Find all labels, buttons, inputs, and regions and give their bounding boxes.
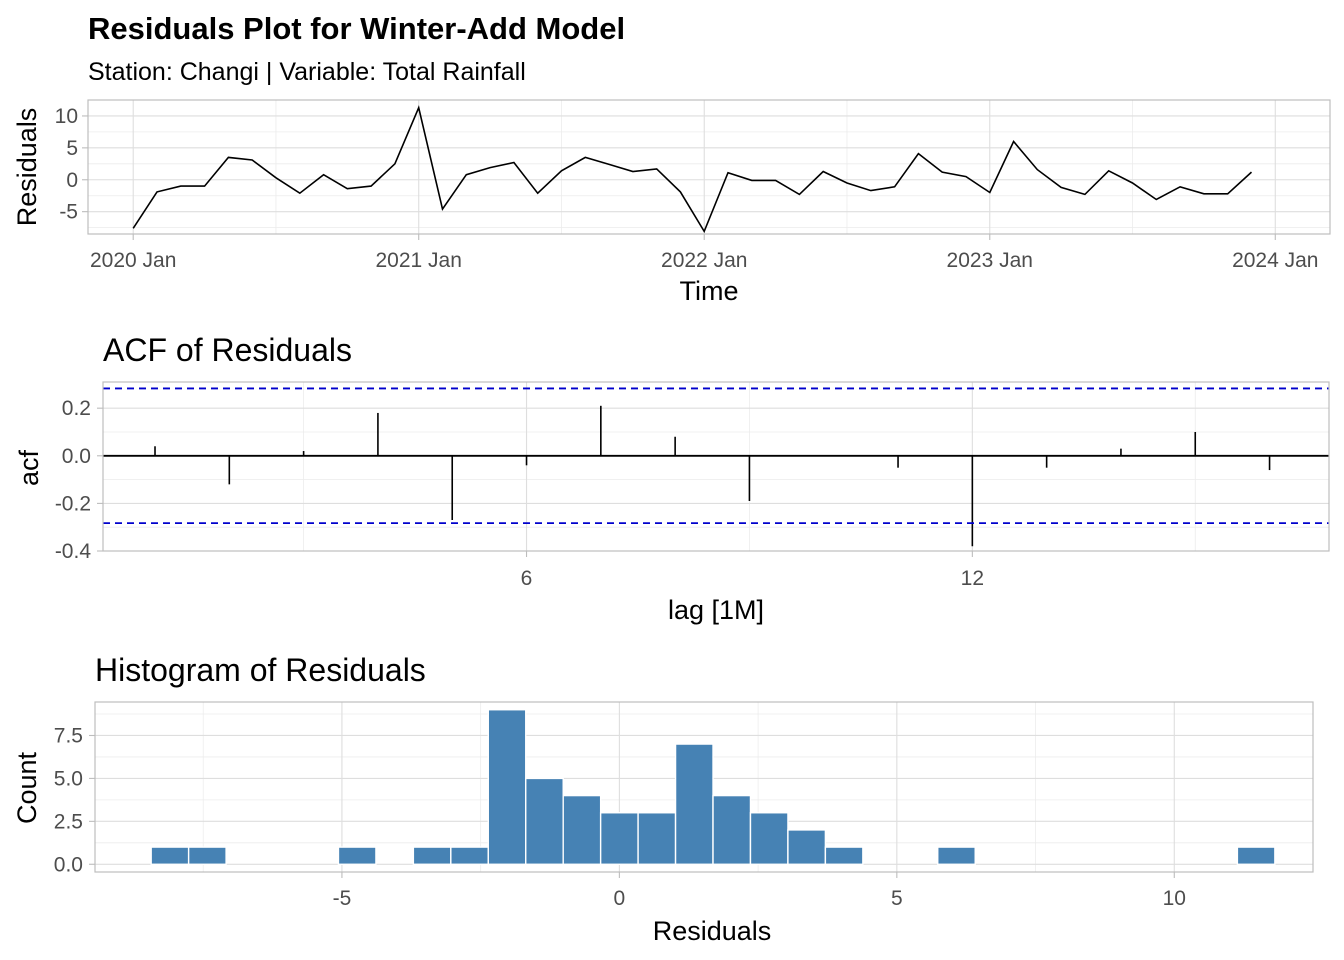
residuals-time-ticks: 10 5 0 -5 2020 Jan 2021 Jan 2022 Jan 2023 Jan 20… [55,105,1319,272]
histogram-xlabel: Residuals [653,916,772,946]
acf-spikes [103,387,1329,547]
x-tick-label: 2024 Jan [1232,249,1318,272]
figure-title: Residuals Plot for Winter-Add Model [88,11,625,46]
x-tick-label: -5 [333,887,352,910]
histogram-bar [787,829,827,865]
x-tick-label: 6 [521,567,533,590]
y-tick-label: 0 [66,169,78,192]
histogram-bar [562,794,602,865]
y-tick-label: -5 [59,201,78,224]
acf-xlabel: lag [1M] [668,595,764,625]
acf-ticks: 0.2 0.0 -0.2 -0.4 6 12 [55,397,984,590]
y-tick-label: -0.2 [55,492,91,515]
x-tick-label: 2023 Jan [947,249,1033,272]
residuals-time-plot: 10 5 0 -5 2020 Jan 2021 Jan 2022 Jan 2023 Jan 20… [12,99,1331,306]
y-tick-label: 0.0 [54,853,83,876]
histogram-bar [712,794,752,865]
figure-subtitle: Station: Changi | Variable: Total Rainfa… [88,58,526,86]
histogram-bars [150,709,1276,865]
x-tick-label: 2022 Jan [661,249,747,272]
histogram-bar [412,846,452,865]
histogram-ylabel: Count [12,751,42,824]
histogram-bar [337,846,377,865]
y-tick-label: 0.0 [62,445,91,468]
histogram-title: Histogram of Residuals [95,652,426,688]
x-tick-label: 0 [614,887,626,910]
y-tick-label: 5 [66,137,78,160]
residuals-time-panel-border [87,99,1331,235]
histogram-bar [187,846,227,865]
acf-panel-border [102,381,1330,552]
y-tick-label: 0.2 [62,397,91,420]
x-tick-label: 2020 Jan [90,249,176,272]
acf-title: ACF of Residuals [103,332,352,368]
histogram-bar [150,846,190,865]
histogram-bar [637,812,677,865]
residuals-time-xlabel: Time [680,276,739,306]
x-tick-label: 10 [1163,887,1186,910]
x-tick-label: 5 [891,887,903,910]
histogram-bar [599,812,639,865]
histogram-bar [487,709,527,865]
histogram-bar [824,846,864,865]
x-tick-label: 12 [961,567,984,590]
residuals-time-ylabel: Residuals [12,108,42,227]
histogram-panel-border [94,701,1314,873]
residuals-time-grid [88,100,1330,234]
acf-grid [103,382,1329,552]
acf-ylabel: acf [14,449,44,486]
residuals-series-line [132,105,1253,234]
y-tick-label: 10 [55,105,78,128]
histogram-bar [450,846,489,865]
histogram-bar [749,812,789,865]
histogram-bar [1236,846,1276,865]
histogram-ticks: 7.5 5.0 2.5 0.0 -5 0 5 10 [54,724,1186,910]
x-tick-label: 2021 Jan [376,249,462,272]
histogram-plot: Histogram of Residuals 7.5 5.0 2.5 0.0 -5 0 5 1… [12,652,1314,946]
histogram-bar [674,743,714,865]
y-tick-label: 7.5 [54,724,83,747]
histogram-bar [525,777,564,865]
histogram-bar [937,846,976,865]
acf-plot: ACF of Residuals 0.2 0.0 -0.2 -0.4 6 12 lag [… [14,332,1330,625]
y-tick-label: 2.5 [54,810,83,833]
y-tick-label: -0.4 [55,540,92,563]
y-tick-label: 5.0 [54,767,83,790]
